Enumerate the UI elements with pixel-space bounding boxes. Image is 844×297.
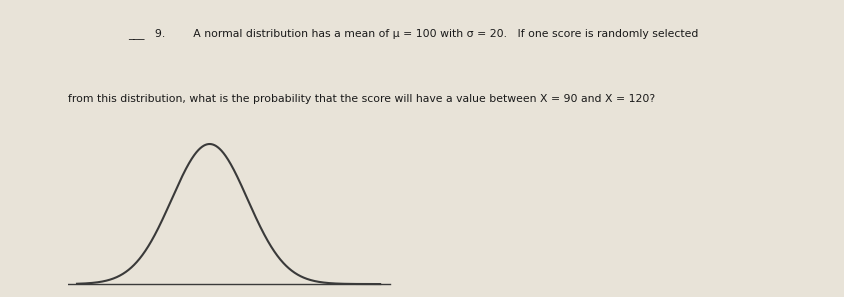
Text: ___   9.        A normal distribution has a mean of μ = 100 with σ = 20.   If on: ___ 9. A normal distribution has a mean …: [128, 28, 699, 39]
Text: from this distribution, what is the probability that the score will have a value: from this distribution, what is the prob…: [68, 94, 655, 104]
